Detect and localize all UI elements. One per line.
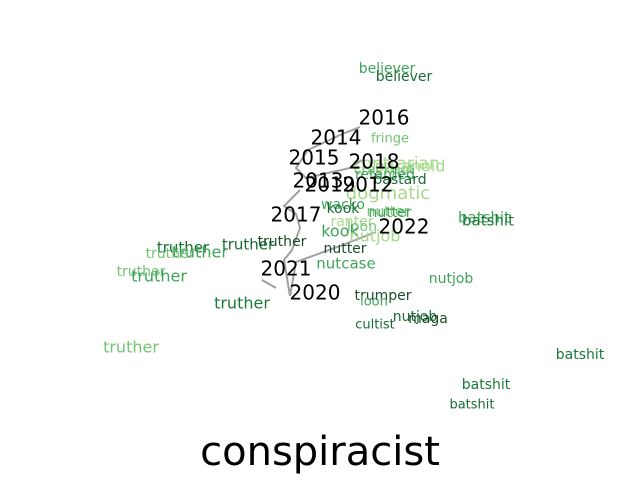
neighbor-word: batshit — [556, 347, 605, 363]
trajectory-segment — [261, 279, 277, 289]
neighbor-word: retarded — [355, 167, 415, 183]
neighbor-word: batshit — [462, 377, 511, 393]
neighbor-word: cultist — [355, 318, 395, 333]
target-word-title: conspiracist — [200, 429, 440, 475]
trajectory-segment — [282, 189, 302, 297]
neighbor-word: batshit — [449, 398, 494, 413]
neighbor-word: paranoid — [375, 157, 446, 176]
year-label: 2016 — [359, 106, 410, 130]
neighbor-word: nutter — [323, 241, 366, 257]
neighbor-word: trumper — [354, 288, 411, 304]
year-label: 2022 — [379, 215, 430, 239]
neighbor-word: nutjob — [350, 227, 401, 246]
neighbor-word: kook — [321, 222, 359, 241]
neighbor-word: loon — [347, 219, 377, 235]
year-label: 2018 — [349, 150, 400, 174]
neighbor-word: truther — [222, 236, 275, 254]
neighbor-word: truther — [131, 267, 187, 286]
neighbor-word: nutter — [366, 204, 409, 220]
neighbor-word: batshit — [462, 212, 514, 230]
year-trajectory — [261, 126, 377, 297]
neighbor-word: wacko — [321, 197, 365, 213]
neighbor-word: believer — [376, 69, 433, 85]
year-label: 2012 — [343, 173, 394, 197]
year-label: 2020 — [290, 281, 341, 305]
neighbor-word: nutcase — [316, 255, 375, 273]
year-label: 2019 — [305, 173, 356, 197]
neighbor-word: batshit — [458, 209, 510, 227]
neighbor-word: bastard — [373, 172, 426, 188]
neighbor-word: contrarian — [352, 154, 440, 174]
neighbor-word: truther — [117, 264, 166, 280]
neighbor-word: dogmatic — [346, 183, 430, 204]
neighbor-word: kook — [327, 201, 361, 217]
neighbor-word: truther — [258, 234, 307, 250]
trajectory-segment — [294, 126, 363, 180]
neighbor-word: maga — [408, 311, 448, 327]
neighbor-word: believer — [359, 61, 416, 77]
neighbor-word: loon — [360, 295, 388, 310]
trajectory-segment — [289, 231, 377, 297]
neighbor-word: truther — [157, 239, 210, 257]
year-label: 2015 — [289, 146, 340, 170]
neighbor-word: nutjob — [429, 271, 474, 287]
neighbor-word: nutter — [368, 205, 411, 221]
year-label: 2021 — [261, 257, 312, 281]
neighbor-word: nutjob — [393, 309, 438, 325]
neighbor-word: fringe — [371, 132, 409, 147]
neighbor-word: truther — [172, 243, 228, 262]
year-label: 2017 — [271, 203, 322, 227]
neighbor-word: crackpot — [354, 162, 415, 178]
year-label: 2013 — [293, 169, 344, 193]
neighbor-word: truther — [146, 246, 195, 262]
neighbor-word: ranter — [330, 214, 373, 230]
year-label: 2014 — [311, 126, 362, 150]
neighbor-word: truther — [103, 338, 159, 357]
neighbor-word: truther — [214, 294, 270, 313]
